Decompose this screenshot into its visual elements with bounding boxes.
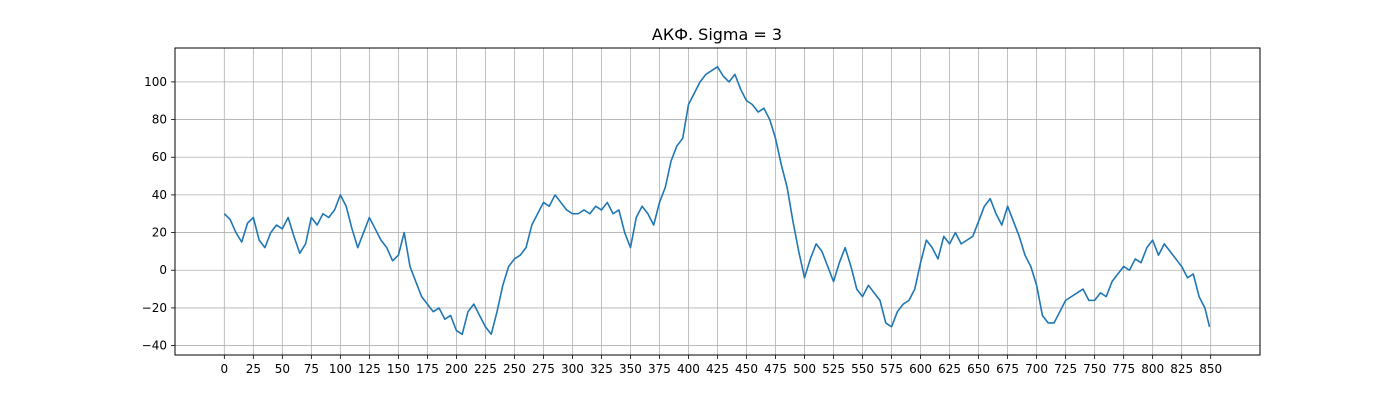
- x-tick-label: 125: [358, 362, 381, 376]
- x-tick-label: 850: [1199, 362, 1222, 376]
- x-tick-label: 500: [793, 362, 816, 376]
- x-tick-label: 200: [445, 362, 468, 376]
- x-tick-label: 0: [220, 362, 228, 376]
- x-tick-label: 450: [735, 362, 758, 376]
- x-tick-label: 50: [275, 362, 290, 376]
- x-tick-label: 700: [1025, 362, 1048, 376]
- x-tick-label: 350: [619, 362, 642, 376]
- x-tick-label: 475: [764, 362, 787, 376]
- y-tick-label: 40: [152, 188, 167, 202]
- x-tick-label: 325: [590, 362, 613, 376]
- y-tick-label: 20: [152, 226, 167, 240]
- grid: [175, 48, 1260, 355]
- x-tick-label: 375: [648, 362, 671, 376]
- series-line-0: [223, 66, 1211, 336]
- x-tick-label: 425: [706, 362, 729, 376]
- x-tick-label: 800: [1141, 362, 1164, 376]
- x-tick-label: 650: [967, 362, 990, 376]
- x-tick-label: 175: [416, 362, 439, 376]
- x-tick-label: 225: [474, 362, 497, 376]
- x-tick-label: 825: [1170, 362, 1193, 376]
- x-tick-label: 750: [1083, 362, 1106, 376]
- x-tick-label: 275: [532, 362, 555, 376]
- x-tick-label: 725: [1054, 362, 1077, 376]
- x-tick-label: 675: [996, 362, 1019, 376]
- x-tick-label: 250: [503, 362, 526, 376]
- x-tick-label: 400: [677, 362, 700, 376]
- y-tick-label: 80: [152, 113, 167, 127]
- x-tick-label: 575: [880, 362, 903, 376]
- x-tick-label: 600: [909, 362, 932, 376]
- x-tick-label: 100: [329, 362, 352, 376]
- series-layer: [223, 66, 1211, 336]
- x-tick-label: 775: [1112, 362, 1135, 376]
- x-tick-label: 300: [561, 362, 584, 376]
- x-tick-label: 550: [851, 362, 874, 376]
- x-tick-label: 25: [246, 362, 261, 376]
- y-tick-label: 100: [144, 75, 167, 89]
- x-tick-label: 525: [822, 362, 845, 376]
- y-tick-label: −20: [142, 301, 167, 315]
- y-tick-label: −40: [142, 339, 167, 353]
- axis-ticks: 0 25 50 75 100 125 150 175 200 225 250 275 300 325 350…: [142, 75, 1222, 376]
- y-tick-label: 60: [152, 150, 167, 164]
- y-tick-label: 0: [159, 263, 167, 277]
- chart-title: АКФ. Sigma = 3: [652, 25, 782, 44]
- x-tick-label: 150: [387, 362, 410, 376]
- x-tick-label: 625: [938, 362, 961, 376]
- x-tick-label: 75: [304, 362, 319, 376]
